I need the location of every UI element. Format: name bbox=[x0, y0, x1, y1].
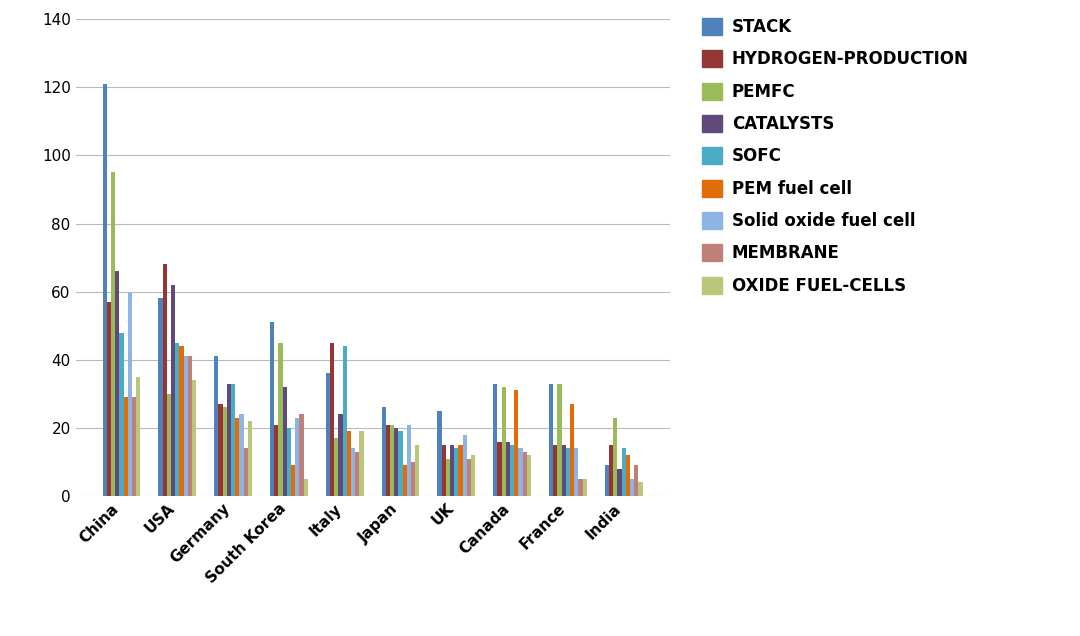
Bar bbox=[270, 322, 274, 496]
Bar bbox=[295, 418, 299, 496]
Bar bbox=[218, 404, 222, 496]
Bar bbox=[240, 414, 243, 496]
Bar bbox=[386, 425, 390, 496]
Bar bbox=[279, 343, 283, 496]
Bar bbox=[299, 414, 303, 496]
Bar bbox=[184, 356, 188, 496]
Bar bbox=[127, 292, 132, 496]
Bar bbox=[566, 448, 570, 496]
Bar bbox=[287, 428, 291, 496]
Bar bbox=[192, 380, 197, 496]
Bar bbox=[107, 302, 111, 496]
Bar bbox=[342, 346, 347, 496]
Bar bbox=[446, 459, 450, 496]
Bar bbox=[351, 448, 355, 496]
Bar bbox=[605, 466, 609, 496]
Bar bbox=[136, 377, 140, 496]
Legend: STACK, HYDROGEN-PRODUCTION, PEMFC, CATALYSTS, SOFC, PEM fuel cell, Solid oxide f: STACK, HYDROGEN-PRODUCTION, PEMFC, CATAL… bbox=[702, 18, 969, 294]
Bar bbox=[360, 431, 364, 496]
Bar bbox=[562, 445, 566, 496]
Bar bbox=[111, 172, 116, 496]
Bar bbox=[630, 479, 634, 496]
Bar bbox=[355, 452, 360, 496]
Bar bbox=[116, 271, 120, 496]
Bar bbox=[625, 455, 630, 496]
Bar bbox=[175, 343, 179, 496]
Bar bbox=[399, 431, 403, 496]
Bar bbox=[247, 421, 252, 496]
Bar bbox=[553, 445, 557, 496]
Bar bbox=[622, 448, 625, 496]
Bar bbox=[120, 333, 123, 496]
Bar bbox=[455, 448, 458, 496]
Bar bbox=[498, 441, 502, 496]
Bar bbox=[179, 346, 184, 496]
Bar bbox=[518, 448, 523, 496]
Bar bbox=[243, 448, 247, 496]
Bar bbox=[123, 398, 127, 496]
Bar bbox=[415, 445, 419, 496]
Bar bbox=[159, 298, 163, 496]
Bar bbox=[222, 408, 227, 496]
Bar bbox=[347, 431, 351, 496]
Bar bbox=[411, 462, 415, 496]
Bar bbox=[231, 384, 235, 496]
Bar bbox=[274, 425, 279, 496]
Bar bbox=[283, 387, 287, 496]
Bar bbox=[334, 438, 338, 496]
Bar bbox=[502, 387, 505, 496]
Bar bbox=[437, 411, 442, 496]
Bar bbox=[582, 479, 586, 496]
Bar bbox=[381, 408, 386, 496]
Bar bbox=[514, 391, 518, 496]
Bar bbox=[103, 84, 107, 496]
Bar bbox=[450, 445, 455, 496]
Bar bbox=[613, 418, 618, 496]
Bar bbox=[188, 356, 192, 496]
Bar bbox=[609, 445, 613, 496]
Bar bbox=[303, 479, 308, 496]
Bar bbox=[570, 404, 575, 496]
Bar bbox=[462, 435, 467, 496]
Bar bbox=[326, 373, 330, 496]
Bar bbox=[549, 384, 553, 496]
Bar bbox=[471, 455, 475, 496]
Bar bbox=[394, 428, 399, 496]
Bar bbox=[557, 384, 562, 496]
Bar bbox=[442, 445, 446, 496]
Bar bbox=[166, 394, 171, 496]
Bar bbox=[467, 459, 471, 496]
Bar bbox=[575, 448, 579, 496]
Bar bbox=[618, 469, 622, 496]
Bar bbox=[214, 356, 218, 496]
Bar bbox=[235, 418, 240, 496]
Bar bbox=[510, 445, 514, 496]
Bar bbox=[634, 466, 638, 496]
Bar bbox=[579, 479, 582, 496]
Bar bbox=[505, 441, 510, 496]
Bar bbox=[291, 466, 295, 496]
Bar bbox=[227, 384, 231, 496]
Bar bbox=[390, 425, 394, 496]
Bar bbox=[527, 455, 531, 496]
Bar bbox=[132, 398, 136, 496]
Bar bbox=[163, 265, 166, 496]
Bar bbox=[171, 285, 175, 496]
Bar bbox=[330, 343, 334, 496]
Bar bbox=[523, 452, 527, 496]
Bar bbox=[403, 466, 407, 496]
Bar bbox=[458, 445, 462, 496]
Bar bbox=[338, 414, 342, 496]
Bar bbox=[638, 483, 643, 496]
Bar bbox=[494, 384, 498, 496]
Bar bbox=[407, 425, 411, 496]
